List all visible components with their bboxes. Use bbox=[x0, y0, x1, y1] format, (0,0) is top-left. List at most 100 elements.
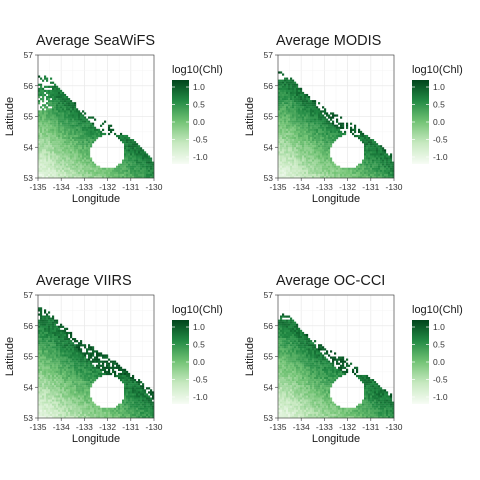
raster-cell bbox=[82, 130, 85, 134]
y-tick-label: 57 bbox=[264, 50, 274, 60]
raster-cell bbox=[150, 167, 153, 170]
raster-cell bbox=[318, 141, 321, 144]
raster-cell bbox=[124, 370, 127, 374]
raster-cell bbox=[318, 122, 321, 125]
raster-cell bbox=[360, 171, 363, 175]
raster-cell bbox=[300, 169, 303, 172]
raster-cell bbox=[324, 130, 327, 134]
raster-cell bbox=[110, 372, 113, 376]
raster-cell bbox=[86, 393, 89, 396]
raster-cell bbox=[330, 163, 333, 166]
raster-cell bbox=[40, 122, 43, 125]
raster-cell bbox=[72, 348, 75, 351]
raster-cell bbox=[110, 366, 113, 369]
raster-cell bbox=[66, 147, 69, 150]
raster-cell bbox=[332, 141, 335, 144]
raster-cell bbox=[300, 134, 303, 138]
raster-cell bbox=[62, 358, 65, 361]
raster-cell bbox=[142, 383, 145, 386]
raster-cell bbox=[324, 175, 327, 179]
raster-cell bbox=[60, 120, 63, 123]
raster-cell bbox=[52, 102, 55, 105]
raster-cell bbox=[140, 157, 143, 160]
raster-cell bbox=[106, 364, 109, 367]
raster-cell bbox=[294, 108, 297, 111]
raster-cell bbox=[48, 383, 51, 386]
raster-cell bbox=[300, 120, 303, 123]
raster-cell bbox=[312, 151, 315, 154]
raster-cell bbox=[140, 153, 143, 156]
raster-cell bbox=[286, 114, 289, 117]
raster-cell bbox=[318, 165, 321, 168]
raster-cell bbox=[66, 399, 69, 402]
raster-cell bbox=[324, 169, 327, 172]
raster-cell bbox=[310, 118, 313, 121]
raster-cell bbox=[82, 118, 85, 121]
raster-cell bbox=[38, 340, 41, 343]
raster-cell bbox=[70, 364, 73, 367]
raster-cell bbox=[278, 143, 281, 146]
raster-cell bbox=[58, 108, 61, 111]
raster-cell bbox=[376, 151, 379, 154]
raster-cell bbox=[282, 155, 285, 158]
raster-cell bbox=[310, 132, 313, 136]
raster-cell bbox=[286, 329, 289, 333]
raster-cell bbox=[100, 124, 103, 127]
raster-cell bbox=[316, 169, 319, 172]
raster-cell bbox=[298, 163, 301, 166]
raster-cell bbox=[82, 389, 85, 392]
raster-cell bbox=[290, 317, 293, 320]
raster-cell bbox=[70, 116, 73, 119]
raster-cell bbox=[94, 379, 97, 382]
raster-cell bbox=[60, 116, 63, 119]
raster-cell bbox=[328, 173, 331, 177]
raster-cell bbox=[292, 161, 295, 164]
raster-cell bbox=[322, 157, 325, 160]
raster-cell bbox=[314, 122, 317, 125]
raster-cell bbox=[50, 344, 53, 347]
raster-cell bbox=[124, 405, 127, 408]
raster-cell bbox=[326, 120, 329, 123]
raster-cell bbox=[44, 379, 47, 382]
raster-cell bbox=[50, 126, 53, 129]
raster-cell bbox=[40, 128, 43, 131]
raster-cell bbox=[88, 407, 91, 410]
raster-cell bbox=[316, 116, 319, 119]
raster-cell bbox=[58, 102, 61, 105]
raster-cell bbox=[104, 366, 107, 369]
raster-cell bbox=[58, 403, 61, 406]
raster-cell bbox=[284, 130, 287, 134]
raster-cell bbox=[38, 358, 41, 361]
raster-cell bbox=[64, 159, 67, 162]
raster-cell bbox=[366, 134, 369, 138]
raster-cell bbox=[60, 346, 63, 349]
raster-cell bbox=[60, 102, 63, 105]
raster-cell bbox=[360, 139, 363, 142]
raster-cell bbox=[374, 167, 377, 170]
raster-cell bbox=[372, 153, 375, 156]
raster-cell bbox=[332, 126, 335, 129]
raster-cell bbox=[306, 340, 309, 343]
raster-cell bbox=[44, 114, 47, 117]
raster-cell bbox=[110, 124, 113, 127]
raster-cell bbox=[300, 114, 303, 117]
legend-tick-label: -0.5 bbox=[433, 135, 448, 145]
raster-cell bbox=[324, 171, 327, 175]
raster-cell bbox=[286, 81, 289, 84]
raster-cell bbox=[330, 169, 333, 172]
raster-cell bbox=[294, 342, 297, 345]
raster-cell bbox=[106, 356, 109, 359]
raster-cell bbox=[278, 319, 281, 322]
raster-cell bbox=[346, 171, 349, 175]
raster-cell bbox=[54, 401, 57, 404]
raster-cell bbox=[70, 159, 73, 162]
raster-cell bbox=[64, 165, 67, 168]
raster-cell bbox=[310, 108, 313, 111]
raster-cell bbox=[102, 360, 105, 363]
raster-cell bbox=[290, 161, 293, 164]
raster-cell bbox=[90, 370, 93, 374]
panel-title: Average MODIS bbox=[276, 33, 381, 49]
raster-cell bbox=[68, 401, 71, 404]
raster-cell bbox=[116, 411, 119, 415]
raster-cell bbox=[380, 157, 383, 160]
